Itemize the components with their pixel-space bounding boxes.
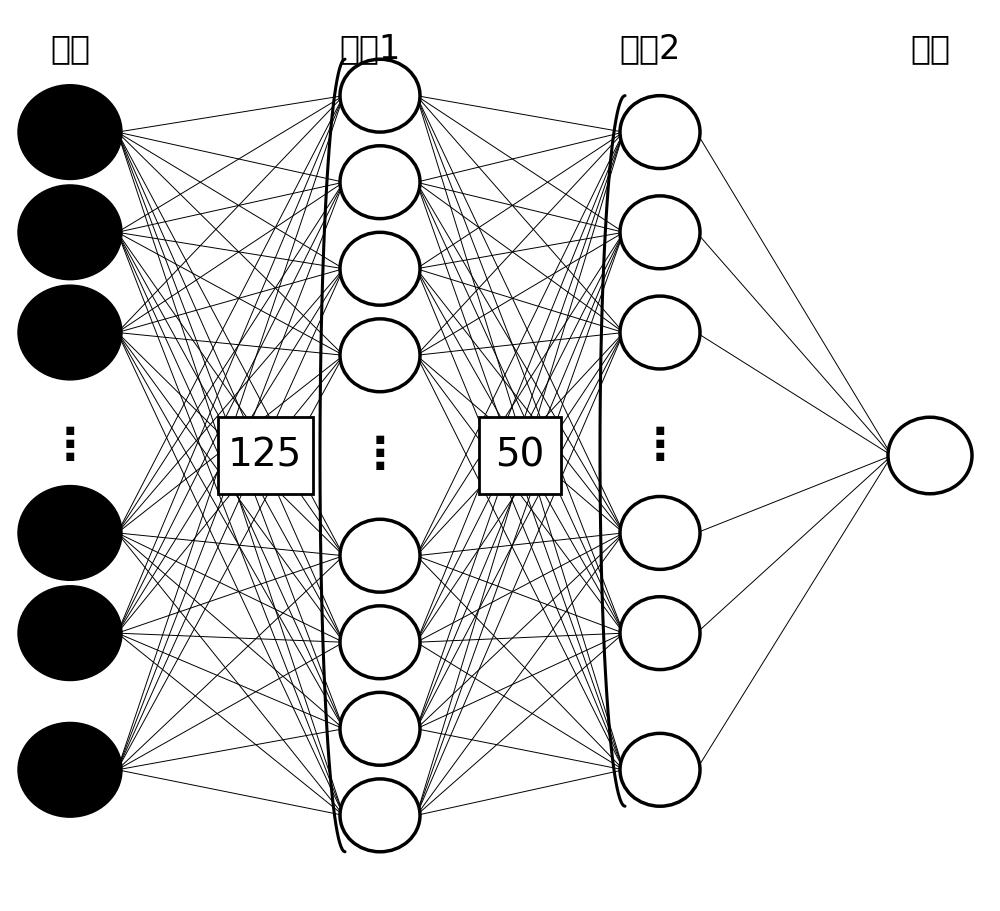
Circle shape [620, 597, 700, 670]
Circle shape [620, 196, 700, 269]
Circle shape [340, 59, 420, 132]
Circle shape [620, 496, 700, 569]
Circle shape [340, 606, 420, 679]
Circle shape [340, 692, 420, 765]
Text: ⋮: ⋮ [638, 425, 682, 468]
Circle shape [18, 185, 122, 280]
Circle shape [340, 319, 420, 392]
Circle shape [18, 486, 122, 580]
Text: 125: 125 [228, 436, 302, 475]
Circle shape [340, 519, 420, 592]
Text: 隐层2: 隐层2 [619, 32, 681, 65]
Circle shape [340, 232, 420, 305]
FancyBboxPatch shape [479, 417, 561, 494]
Text: 50: 50 [495, 436, 545, 475]
Circle shape [18, 285, 122, 380]
Text: 输入: 输入 [50, 32, 90, 65]
Text: ⋮: ⋮ [48, 425, 92, 468]
Circle shape [888, 417, 972, 494]
Circle shape [620, 296, 700, 369]
Circle shape [18, 722, 122, 817]
Circle shape [340, 779, 420, 852]
Circle shape [18, 85, 122, 179]
Text: ⋮: ⋮ [358, 434, 402, 477]
Circle shape [620, 96, 700, 169]
Text: 输出: 输出 [910, 32, 950, 65]
Circle shape [18, 586, 122, 681]
Circle shape [340, 146, 420, 219]
Circle shape [620, 733, 700, 806]
Text: 隐层1: 隐层1 [339, 32, 401, 65]
FancyBboxPatch shape [218, 417, 312, 494]
